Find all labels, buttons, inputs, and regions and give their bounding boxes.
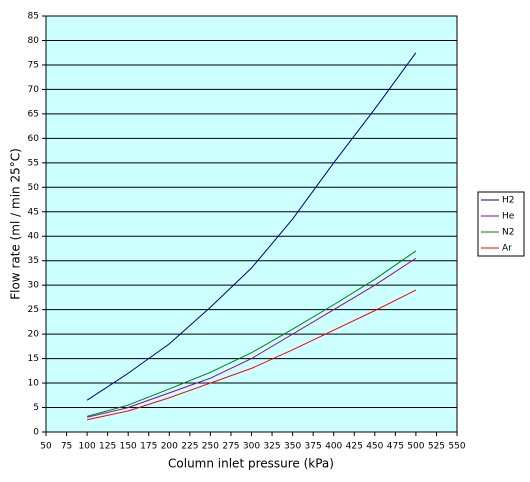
x-tick-label: 50 [40,442,52,452]
line [86,257,417,418]
y-tick-label: 65 [28,109,39,119]
x-tick-label: 200 [161,442,178,452]
y-tick-label: 20 [28,330,40,340]
y-tick-label: 5 [33,403,39,413]
x-tick-label: 300 [243,442,260,452]
x-tick-label: 350 [284,442,301,452]
line [86,52,417,401]
y-tick-label: 60 [28,134,40,144]
line [86,250,417,417]
x-tick-label: 550 [448,442,465,452]
legend-label: He [502,212,515,222]
x-tick-label: 150 [120,442,137,452]
y-tick-label: 85 [28,12,39,22]
y-tick-label: 45 [28,207,39,217]
y-tick-label: 35 [28,256,39,266]
y-tick-label: 30 [28,281,40,291]
x-tick-label: 100 [79,442,96,452]
x-tick-label: 275 [222,442,239,452]
x-tick-label: 225 [181,442,198,452]
y-tick-label: 40 [28,232,40,242]
x-tick-label: 425 [346,442,363,452]
x-tick-label: 450 [366,442,383,452]
legend-box [477,191,525,257]
x-tick-label: 325 [263,442,280,452]
x-tick-label: 525 [428,442,445,452]
x-tick-label: 500 [407,442,424,452]
y-tick-label: 55 [28,158,39,168]
plot-border [45,15,458,433]
x-tick-label: 175 [140,442,157,452]
y-tick-label: 10 [28,379,40,389]
x-tick-label: 475 [387,442,404,452]
x-tick-label: 125 [99,442,116,452]
x-tick-label: 75 [61,442,72,452]
y-axis-title: Flow rate (ml / min 25°C) [9,148,23,300]
y-tick-label: 25 [28,305,39,315]
line [86,289,417,421]
legend-label: N2 [502,228,514,238]
y-tick-label: 75 [28,60,39,70]
y-tick-label: 50 [28,183,40,193]
x-tick-label: 250 [202,442,219,452]
y-tick-label: 15 [28,354,39,364]
x-axis-title: Column inlet pressure (kPa) [168,457,334,471]
x-tick-label: 400 [325,442,342,452]
legend-label: Ar [502,244,512,254]
y-tick-label: 0 [33,428,39,438]
legend-label: H2 [502,196,515,206]
x-tick-label: 375 [305,442,322,452]
y-tick-label: 70 [28,85,40,95]
y-tick-label: 80 [28,36,40,46]
plot-area [46,16,457,432]
